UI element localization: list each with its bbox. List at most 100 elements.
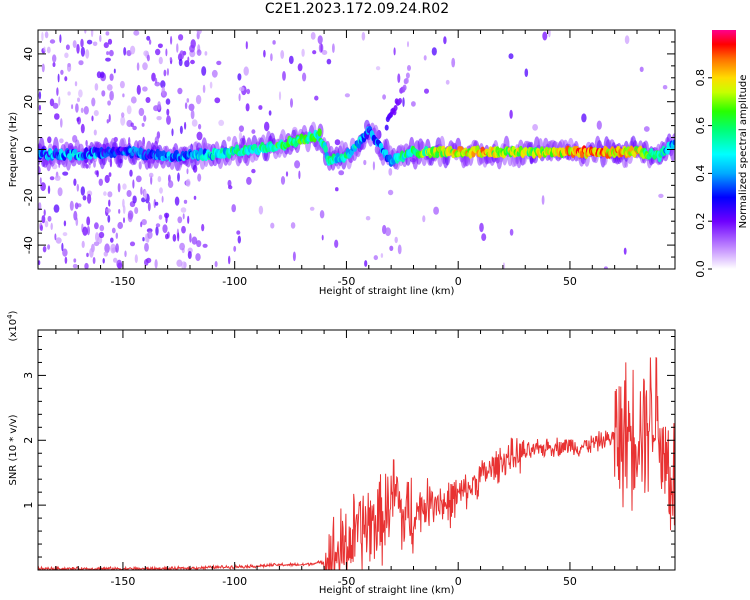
spectrogram-speckle bbox=[402, 97, 405, 108]
spectrogram-speckle bbox=[397, 244, 402, 255]
spectrogram-speckle bbox=[158, 56, 163, 65]
spectrogram-speckle bbox=[290, 222, 296, 229]
spectrogram-speckle bbox=[509, 228, 514, 236]
spectrogram-speckle bbox=[127, 210, 134, 220]
spectrogram-speckle bbox=[76, 183, 80, 192]
spectrogram-speckle bbox=[56, 87, 59, 96]
x-tick-label: -50 bbox=[337, 275, 355, 288]
spectrogram-speckle bbox=[54, 113, 60, 120]
spectrogram-speckle bbox=[312, 50, 317, 55]
spectrogram-speckle bbox=[184, 121, 187, 130]
spectrogram-speckle bbox=[264, 121, 270, 132]
spectrogram-speckle bbox=[58, 96, 61, 106]
spectrogram-speckle bbox=[181, 261, 187, 269]
spectrogram-speckle bbox=[246, 88, 251, 95]
spectrogram-speckle bbox=[158, 214, 163, 220]
spectrogram-speckle bbox=[107, 191, 113, 198]
spectrogram-speckle bbox=[76, 43, 80, 54]
y-tick-label: -20 bbox=[22, 188, 35, 206]
spectrogram-speckle bbox=[87, 193, 92, 204]
spectrogram-speckle bbox=[73, 178, 77, 186]
spectrogram-speckle bbox=[141, 197, 146, 203]
spectrogram-speckle bbox=[603, 266, 608, 269]
spectrogram-speckle bbox=[122, 93, 125, 98]
spectrogram-speckle bbox=[54, 175, 61, 181]
spectrogram-speckle bbox=[159, 187, 163, 194]
spectrogram-speckle bbox=[251, 168, 256, 174]
spectrogram-speckle bbox=[187, 215, 190, 224]
spectrogram-speckle bbox=[380, 253, 384, 258]
x-axis-label: Height of straight line (km) bbox=[319, 585, 455, 596]
spectrogram-ridge-point bbox=[632, 151, 637, 158]
spectrogram-speckle bbox=[639, 66, 644, 73]
spectrogram-speckle bbox=[258, 105, 263, 110]
spectrogram-speckle bbox=[195, 253, 201, 262]
spectrogram-speckle bbox=[201, 223, 205, 232]
spectrogram-speckle bbox=[658, 193, 664, 198]
x-tick-label: 0 bbox=[455, 575, 462, 588]
spectrogram-speckle bbox=[385, 227, 391, 237]
spectrogram-speckle bbox=[85, 140, 88, 147]
spectrogram-ridge-point bbox=[198, 147, 204, 157]
spectrogram-speckle bbox=[59, 138, 64, 144]
spectrogram-speckle bbox=[179, 125, 183, 135]
spectrogram-speckle bbox=[132, 195, 137, 204]
spectrogram-speckle bbox=[96, 71, 102, 79]
spectrogram-speckle bbox=[272, 40, 276, 45]
spectrogram-speckle bbox=[43, 209, 46, 217]
spectrogram-speckle bbox=[196, 240, 202, 248]
spectrogram-speckle bbox=[140, 221, 143, 228]
spectrogram-speckle bbox=[227, 179, 232, 187]
spectrogram-speckle bbox=[69, 200, 74, 211]
spectrogram-speckle bbox=[332, 43, 335, 53]
spectrogram-speckle bbox=[270, 53, 273, 62]
x-tick-label: -50 bbox=[337, 575, 355, 588]
spectrogram-speckle bbox=[120, 116, 126, 126]
spectrogram-speckle bbox=[94, 83, 99, 91]
spectrogram-speckle bbox=[141, 219, 147, 226]
spectrogram-speckle bbox=[103, 42, 109, 49]
spectrogram-speckle bbox=[129, 169, 133, 177]
spectrogram-ridge-point bbox=[323, 145, 328, 154]
spectrogram-speckle bbox=[174, 196, 180, 206]
spectrogram-speckle bbox=[89, 247, 94, 258]
spectrogram-speckle bbox=[165, 233, 169, 240]
spectrogram-speckle bbox=[130, 122, 134, 128]
spectrogram-speckle bbox=[38, 91, 42, 100]
spectrogram-speckle bbox=[185, 178, 191, 187]
spectrogram-speckle bbox=[290, 98, 293, 108]
spectrogram-speckle bbox=[94, 222, 99, 230]
y-tick-label: 3 bbox=[22, 372, 35, 379]
spectrogram-speckle bbox=[98, 231, 105, 239]
spectrogram-speckle bbox=[144, 259, 149, 266]
spectrogram-branch-point bbox=[393, 105, 398, 111]
spectrogram-speckle bbox=[74, 202, 79, 210]
spectrogram-speckle bbox=[238, 93, 241, 102]
spectrogram-speckle bbox=[103, 251, 109, 257]
spectrogram-speckle bbox=[49, 39, 56, 44]
spectrogram-speckle bbox=[64, 52, 69, 59]
spectrogram-speckle bbox=[99, 34, 102, 43]
spectrogram-speckle bbox=[165, 98, 171, 105]
spectrogram-speckle bbox=[72, 263, 78, 269]
spectrogram-speckle bbox=[91, 115, 94, 122]
spectrogram-speckle bbox=[187, 56, 190, 63]
spectrogram-speckle bbox=[50, 222, 53, 230]
spectrogram-speckle bbox=[228, 255, 231, 265]
spectrogram-speckle bbox=[143, 50, 149, 57]
spectrogram-speckle bbox=[176, 259, 183, 267]
spectrogram-speckle bbox=[155, 223, 161, 228]
spectrogram-speckle bbox=[39, 177, 42, 185]
spectrogram-speckle bbox=[373, 255, 378, 261]
spectrogram-speckle bbox=[106, 119, 110, 124]
spectrogram-ridge-point bbox=[383, 149, 389, 156]
spectrogram-speckle bbox=[99, 224, 105, 232]
spectrogram-speckle bbox=[193, 195, 197, 200]
spectrogram-speckle bbox=[338, 170, 345, 176]
spectrogram-speckle bbox=[163, 91, 168, 97]
spectrogram-speckle bbox=[163, 69, 167, 77]
spectrogram-speckle bbox=[62, 248, 68, 257]
spectrogram-speckle bbox=[389, 245, 394, 251]
spectrogram-speckle bbox=[177, 87, 183, 95]
